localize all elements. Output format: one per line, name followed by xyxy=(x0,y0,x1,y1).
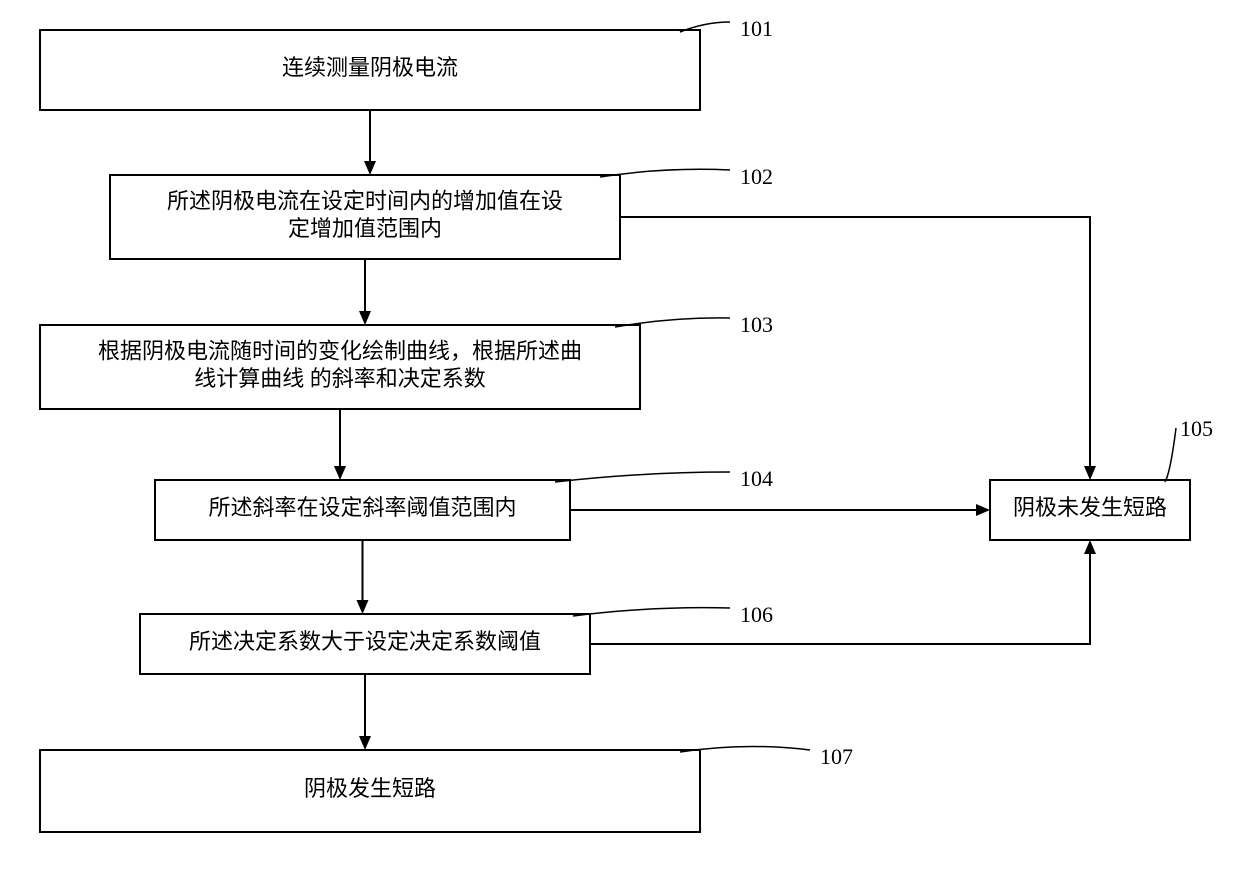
arrow-head xyxy=(1084,540,1096,554)
label-n102: 102 xyxy=(740,164,773,189)
node-n104: 所述斜率在设定斜率阈值范围内 xyxy=(155,480,570,540)
leader-n104 xyxy=(555,472,730,482)
node-n105: 阴极未发生短路 xyxy=(990,480,1190,540)
arrow-head xyxy=(334,466,346,480)
text-n102-line0: 所述阴极电流在设定时间内的增加值在设 xyxy=(167,188,563,213)
node-n103: 根据阴极电流随时间的变化绘制曲线，根据所述曲线计算曲线 的斜率和决定系数 xyxy=(40,325,640,409)
text-n107-line0: 阴极发生短路 xyxy=(304,776,436,801)
leader-n105 xyxy=(1165,428,1176,482)
text-n103-line1: 线计算曲线 的斜率和决定系数 xyxy=(194,366,486,391)
text-n105-line0: 阴极未发生短路 xyxy=(1013,495,1167,520)
label-n103: 103 xyxy=(740,312,773,337)
arrow-head xyxy=(357,600,369,614)
label-n101: 101 xyxy=(740,16,773,41)
text-n104-line0: 所述斜率在设定斜率阈值范围内 xyxy=(208,495,516,520)
flow-n106-n105 xyxy=(590,554,1090,644)
arrow-head xyxy=(364,161,376,175)
text-n106-line0: 所述决定系数大于设定决定系数阈值 xyxy=(189,629,541,654)
flow-n102-n105 xyxy=(620,217,1090,466)
arrow-head xyxy=(359,311,371,325)
node-n107: 阴极发生短路 xyxy=(40,750,700,832)
label-n105: 105 xyxy=(1180,416,1213,441)
leader-n106 xyxy=(573,608,730,616)
label-n106: 106 xyxy=(740,602,773,627)
label-n104: 104 xyxy=(740,466,773,491)
text-n101-line0: 连续测量阴极电流 xyxy=(282,55,458,80)
node-n101: 连续测量阴极电流 xyxy=(40,30,700,110)
text-n102-line1: 定增加值范围内 xyxy=(288,216,442,241)
node-n106: 所述决定系数大于设定决定系数阈值 xyxy=(140,614,590,674)
label-n107: 107 xyxy=(820,744,853,769)
node-n102: 所述阴极电流在设定时间内的增加值在设定增加值范围内 xyxy=(110,175,620,259)
arrow-head xyxy=(359,736,371,750)
arrow-head xyxy=(1084,466,1096,480)
arrow-head xyxy=(976,504,990,516)
text-n103-line0: 根据阴极电流随时间的变化绘制曲线，根据所述曲 xyxy=(98,338,582,363)
